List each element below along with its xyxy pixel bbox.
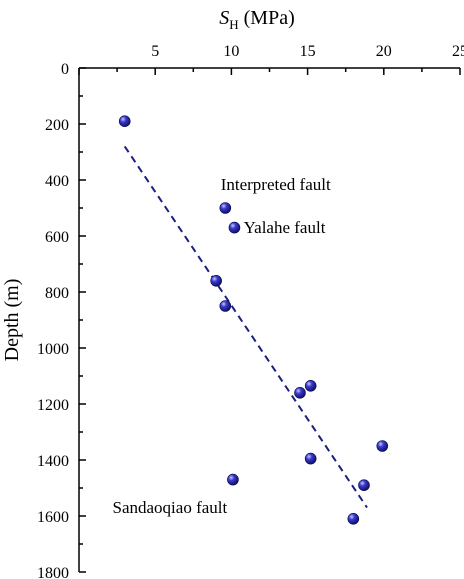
y-tick-label: 1400 bbox=[37, 453, 69, 470]
x-tick-label: 25 bbox=[452, 43, 464, 60]
x-tick-label: 15 bbox=[300, 43, 316, 60]
data-point bbox=[219, 300, 232, 312]
x-axis-ticks: 5 10 15 20 25 bbox=[78, 43, 464, 75]
y-tick-label: 1000 bbox=[37, 341, 69, 358]
y-tick-label: 200 bbox=[45, 117, 69, 134]
x-axis-subscript: H bbox=[229, 17, 238, 32]
y-axis-ticks: 0 200 400 600 800 1000 1200 1400 1600 1800 bbox=[37, 61, 86, 579]
trend-line-group bbox=[123, 145, 368, 509]
data-point bbox=[376, 440, 389, 452]
data-point bbox=[358, 479, 370, 492]
x-axis-symbol: S bbox=[219, 7, 229, 29]
y-tick-label: 600 bbox=[45, 229, 69, 246]
y-tick-label: 400 bbox=[45, 173, 69, 190]
x-tick-label: 5 bbox=[151, 43, 159, 60]
x-tick-label: 20 bbox=[376, 43, 392, 60]
y-tick-label: 1800 bbox=[37, 565, 69, 579]
annotations: Interpreted fault Yalahe fault Sandaoqiao … bbox=[113, 175, 331, 517]
fault-annotation: Sandaoqiao fault bbox=[113, 498, 228, 517]
fault-annotation: Yalahe fault bbox=[244, 218, 326, 237]
y-tick-label: 1200 bbox=[37, 397, 69, 414]
data-points bbox=[118, 115, 389, 525]
y-tick-label: 800 bbox=[45, 285, 69, 302]
data-point bbox=[227, 473, 239, 486]
y-axis-title: Depth (m) bbox=[1, 279, 23, 362]
y-tick-label: 0 bbox=[61, 61, 69, 78]
data-point bbox=[304, 379, 317, 392]
data-point bbox=[219, 202, 232, 214]
x-tick-label: 10 bbox=[223, 43, 239, 60]
x-axis-unit: (MPa) bbox=[239, 7, 295, 29]
data-point bbox=[347, 512, 360, 525]
y-tick-label: 1600 bbox=[37, 509, 69, 526]
data-point bbox=[228, 221, 241, 234]
fault-annotation: Interpreted fault bbox=[221, 175, 331, 194]
data-point bbox=[304, 452, 317, 465]
data-point bbox=[294, 386, 306, 399]
trend-line bbox=[123, 145, 368, 509]
x-axis-title: SH (MPa) bbox=[219, 7, 295, 32]
data-point bbox=[118, 115, 131, 127]
data-point bbox=[210, 274, 222, 287]
